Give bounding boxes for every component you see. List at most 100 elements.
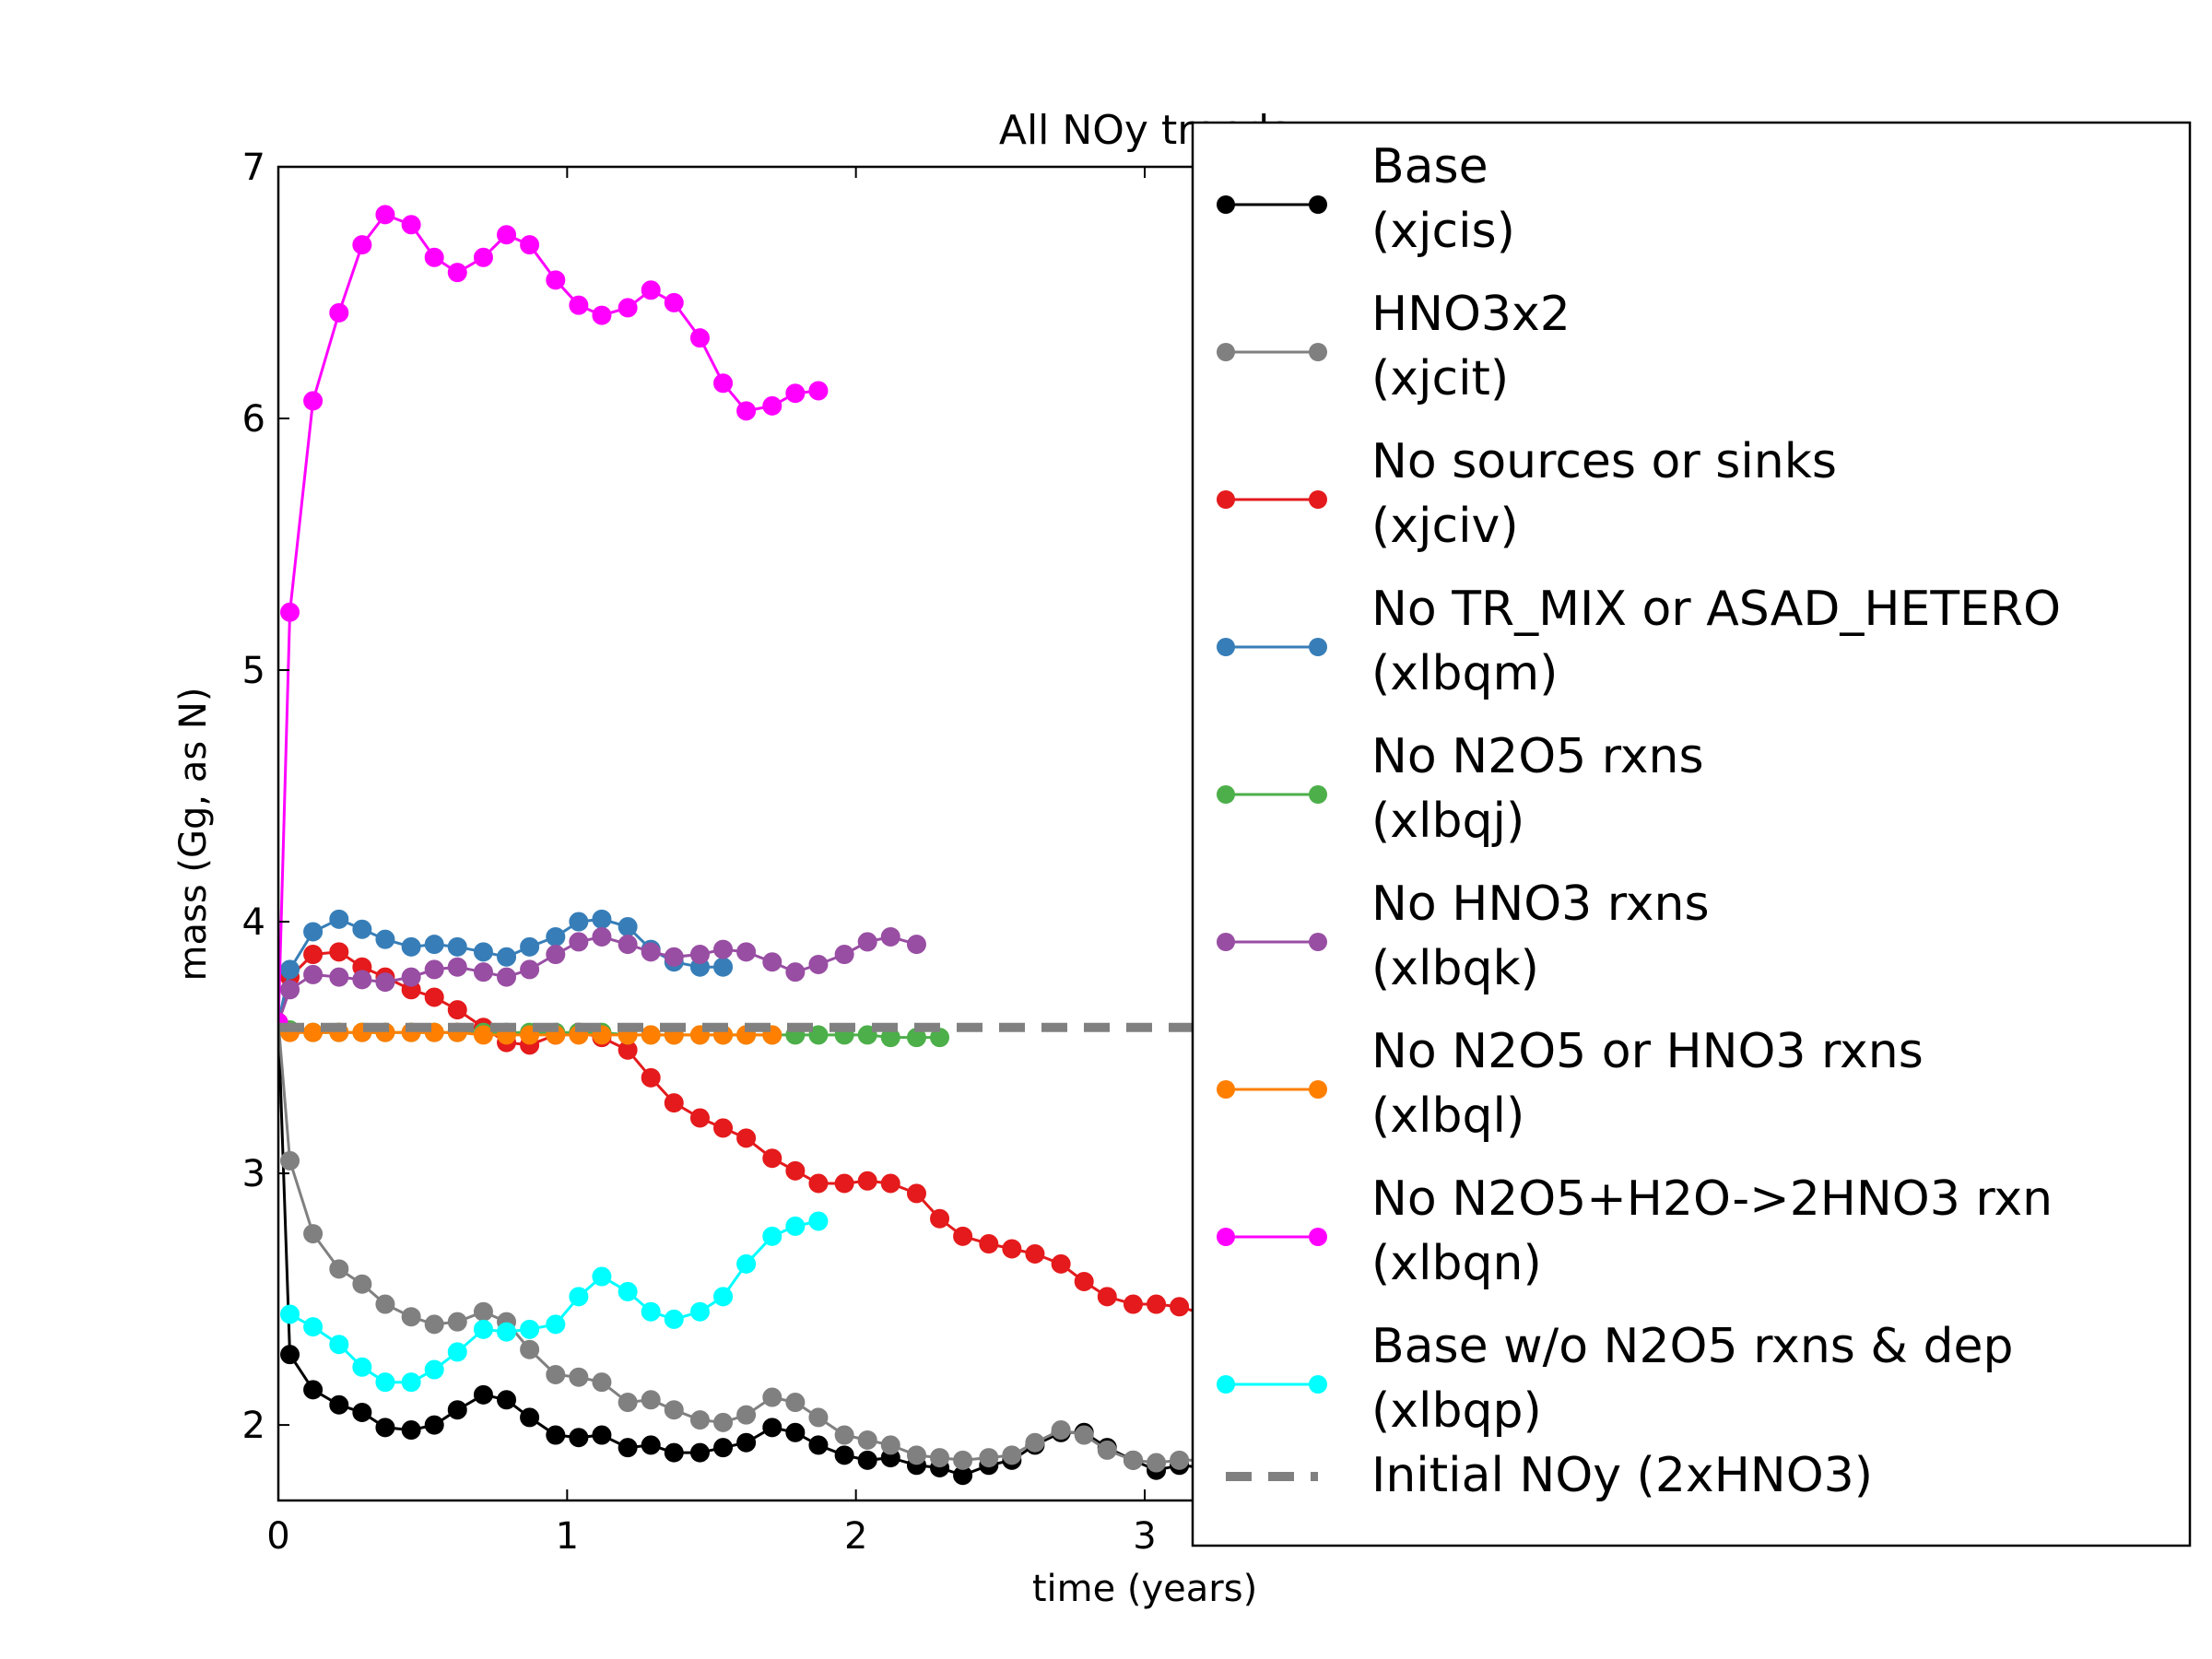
data-point: [1123, 1294, 1143, 1314]
data-point: [857, 1430, 877, 1450]
data-point: [280, 1150, 300, 1171]
data-point: [401, 1420, 421, 1441]
data-point: [303, 1224, 324, 1244]
data-point: [592, 1372, 612, 1393]
data-point: [664, 292, 684, 312]
legend-entry-base: Base (xjcis): [1217, 139, 1515, 259]
data-point: [592, 1425, 612, 1445]
data-point: [834, 945, 854, 965]
legend-entry-hno3x2: HNO3x2 (xjcit): [1217, 287, 1571, 406]
data-point: [401, 1307, 421, 1327]
legend-entry-no-hno3-rxns: No HNO3 rxns (xlbqk): [1217, 877, 1710, 996]
legend-marker: [1217, 343, 1235, 361]
tick-layer: 0 1 2 3 2 3 4 5 6 7: [242, 147, 2012, 1558]
legend-entry-no-n2o5-h2o-2hno3-rxn: No N2O5+H2O->2HNO3 rxn (xlbqn): [1217, 1171, 2053, 1291]
data-point: [736, 1432, 757, 1453]
data-point: [424, 959, 444, 980]
data-point: [762, 395, 782, 416]
data-point: [329, 1259, 349, 1279]
series-hno3x2: [278, 1012, 1216, 1473]
data-point: [762, 1226, 782, 1246]
data-point: [1025, 1432, 1045, 1453]
legend-label: Base: [1371, 139, 1488, 194]
data-point: [375, 1294, 395, 1314]
series-line: [278, 1022, 1206, 1465]
data-point: [953, 1226, 973, 1246]
legend-marker: [1309, 933, 1327, 951]
data-point: [1074, 1425, 1094, 1445]
data-point: [352, 235, 372, 255]
data-point: [473, 1301, 493, 1322]
y-tick-label: 5: [242, 650, 265, 692]
legend-marker: [1309, 785, 1327, 804]
data-point: [592, 1266, 612, 1287]
data-point: [375, 1418, 395, 1438]
data-point: [930, 1448, 950, 1468]
data-point: [447, 957, 467, 977]
x-tick-label: 2: [844, 1515, 867, 1558]
data-point: [785, 1393, 806, 1413]
legend-entry-base-w-o-n2o5-rxns-dep: Base w/o N2O5 rxns & dep (xlbqp): [1217, 1319, 2014, 1439]
data-point: [497, 1322, 517, 1342]
data-point: [546, 270, 566, 290]
data-point: [303, 391, 324, 411]
legend-marker: [1309, 195, 1327, 214]
data-point: [546, 945, 566, 965]
y-tick-label: 3: [242, 1153, 265, 1195]
y-axis-label: mass (Gg, as N): [172, 688, 215, 982]
data-point: [569, 1287, 589, 1307]
legend-label: No sources or sinks: [1371, 434, 1837, 489]
data-point: [713, 1412, 734, 1432]
legend-label: (xlbql): [1371, 1088, 1524, 1144]
x-tick-label: 3: [1133, 1515, 1156, 1558]
data-point: [1170, 1450, 1190, 1470]
data-point: [808, 1025, 829, 1045]
data-point: [713, 373, 734, 394]
data-point: [329, 942, 349, 962]
data-point: [857, 1450, 877, 1470]
data-point: [1123, 1450, 1143, 1470]
data-point: [1002, 1445, 1022, 1465]
data-point: [979, 1234, 999, 1254]
data-point: [375, 972, 395, 993]
data-point: [497, 1390, 517, 1410]
data-point: [473, 1384, 493, 1405]
data-point: [641, 1301, 661, 1322]
data-point: [785, 1160, 806, 1181]
data-point: [689, 945, 710, 965]
data-point: [618, 935, 638, 955]
data-point: [473, 942, 493, 962]
data-point: [592, 305, 612, 325]
data-point: [762, 1418, 782, 1438]
data-point: [352, 970, 372, 990]
y-tick-label: 4: [242, 901, 265, 944]
data-point: [520, 1319, 540, 1339]
data-point: [785, 962, 806, 982]
data-point: [857, 1171, 877, 1191]
data-point: [424, 1415, 444, 1435]
data-point: [375, 205, 395, 225]
data-point: [641, 280, 661, 300]
data-point: [785, 1216, 806, 1236]
data-point: [713, 1118, 734, 1138]
data-point: [834, 1425, 854, 1445]
data-point: [473, 1319, 493, 1339]
legend-label: No TR_MIX or ASAD_HETERO: [1371, 582, 2061, 637]
legend-entry-no-n2o5-or-hno3-rxns: No N2O5 or HNO3 rxns (xlbql): [1217, 1024, 1924, 1144]
data-point: [618, 1281, 638, 1301]
data-point: [808, 1211, 829, 1231]
data-point: [329, 1335, 349, 1355]
legend-marker: [1217, 933, 1235, 951]
legend-label: (xlbqp): [1371, 1383, 1542, 1439]
series-line: [278, 950, 1206, 1316]
legend-label: (xlbqm): [1371, 646, 1558, 701]
data-point: [713, 957, 734, 977]
legend: Base (xjcis) HNO3x2 (xjcit) No sources or si…: [1191, 121, 2192, 1547]
data-point: [546, 1314, 566, 1335]
data-point: [618, 917, 638, 937]
data-point: [303, 945, 324, 965]
data-point: [401, 967, 421, 987]
data-point: [713, 1438, 734, 1458]
legend-label: (xlbqj): [1371, 794, 1524, 849]
